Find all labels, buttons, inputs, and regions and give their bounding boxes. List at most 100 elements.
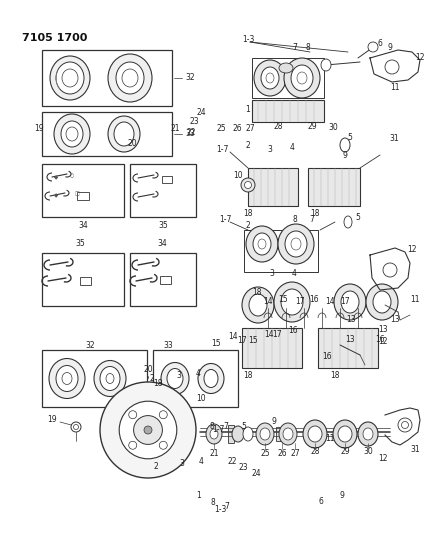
Ellipse shape: [373, 291, 391, 313]
Text: 22: 22: [187, 128, 196, 136]
Bar: [153, 350, 238, 407]
Bar: [252, 58, 324, 98]
Text: 21: 21: [209, 448, 219, 457]
Ellipse shape: [50, 56, 90, 100]
Text: 35: 35: [75, 239, 85, 248]
Ellipse shape: [56, 62, 84, 94]
Circle shape: [119, 401, 177, 459]
Text: 4: 4: [290, 143, 294, 152]
Text: 30: 30: [328, 124, 338, 132]
Text: 29: 29: [308, 123, 317, 131]
Text: 6: 6: [377, 38, 383, 47]
Bar: [130, 253, 196, 306]
Circle shape: [244, 182, 252, 189]
Polygon shape: [385, 408, 420, 445]
Bar: [308, 168, 360, 206]
Ellipse shape: [344, 216, 352, 228]
Text: 20: 20: [128, 140, 137, 148]
Text: 18: 18: [252, 288, 262, 296]
Ellipse shape: [49, 359, 85, 399]
Ellipse shape: [106, 374, 114, 384]
Ellipse shape: [258, 239, 266, 249]
Text: 9: 9: [340, 491, 345, 500]
Ellipse shape: [56, 366, 78, 392]
Circle shape: [134, 416, 162, 445]
Text: 11: 11: [410, 295, 420, 304]
Circle shape: [241, 178, 255, 192]
Text: 16: 16: [309, 295, 319, 304]
Text: 25: 25: [216, 125, 226, 133]
Text: 7: 7: [309, 215, 315, 224]
Text: 3: 3: [270, 270, 274, 279]
Text: 22: 22: [227, 456, 237, 465]
Bar: [130, 164, 196, 217]
Text: 12: 12: [407, 246, 417, 254]
Bar: [244, 230, 318, 272]
Ellipse shape: [66, 127, 78, 141]
Text: 7: 7: [293, 44, 297, 52]
Ellipse shape: [341, 291, 359, 313]
Text: 8: 8: [210, 422, 215, 431]
Ellipse shape: [261, 67, 279, 89]
Text: 7105 1700: 7105 1700: [22, 33, 88, 43]
Ellipse shape: [61, 121, 83, 147]
Text: 16: 16: [375, 335, 385, 344]
Text: 14: 14: [264, 330, 273, 338]
Bar: [42, 350, 147, 407]
Ellipse shape: [283, 428, 293, 440]
Text: 11: 11: [325, 434, 334, 442]
Text: 18: 18: [310, 209, 320, 219]
Ellipse shape: [279, 423, 297, 445]
Text: 17: 17: [273, 330, 282, 339]
Text: 13: 13: [390, 316, 400, 325]
Circle shape: [129, 441, 137, 449]
Text: 13: 13: [378, 325, 388, 334]
Bar: [42, 112, 172, 156]
Text: 16: 16: [288, 326, 298, 335]
Text: 23: 23: [190, 117, 199, 126]
Text: 12: 12: [378, 337, 388, 345]
Ellipse shape: [334, 284, 366, 320]
Circle shape: [129, 411, 137, 419]
Ellipse shape: [242, 287, 274, 323]
Text: 29: 29: [340, 448, 350, 456]
Ellipse shape: [274, 282, 310, 322]
Ellipse shape: [366, 284, 398, 320]
Ellipse shape: [253, 233, 271, 255]
Ellipse shape: [281, 289, 303, 315]
Text: 3: 3: [179, 459, 184, 468]
Ellipse shape: [122, 69, 138, 87]
Text: 1-7: 1-7: [212, 425, 224, 433]
Text: 18: 18: [154, 379, 163, 388]
Text: 7: 7: [223, 422, 229, 431]
Text: 28: 28: [310, 448, 320, 456]
Text: 16: 16: [323, 352, 332, 360]
Text: 15: 15: [278, 295, 288, 304]
Ellipse shape: [249, 294, 267, 316]
Text: 8: 8: [306, 44, 310, 52]
Circle shape: [398, 418, 412, 432]
Ellipse shape: [266, 73, 274, 83]
Ellipse shape: [303, 420, 327, 448]
Ellipse shape: [116, 62, 144, 94]
Text: 3: 3: [268, 146, 273, 155]
Ellipse shape: [210, 429, 218, 439]
Text: 14: 14: [263, 297, 273, 306]
Ellipse shape: [62, 373, 72, 384]
Bar: [160, 276, 171, 284]
Text: 9: 9: [271, 417, 276, 425]
Polygon shape: [370, 248, 410, 290]
Ellipse shape: [333, 420, 357, 448]
Ellipse shape: [340, 138, 350, 152]
Text: 17: 17: [295, 297, 305, 306]
Ellipse shape: [54, 114, 90, 154]
Text: 13: 13: [346, 316, 356, 324]
Text: 28: 28: [273, 123, 283, 131]
Text: 5: 5: [356, 214, 360, 222]
Ellipse shape: [232, 426, 244, 442]
Text: 1-3: 1-3: [214, 505, 226, 513]
Circle shape: [74, 424, 78, 430]
Ellipse shape: [62, 69, 78, 87]
Text: 14: 14: [229, 333, 238, 341]
Circle shape: [368, 42, 378, 52]
